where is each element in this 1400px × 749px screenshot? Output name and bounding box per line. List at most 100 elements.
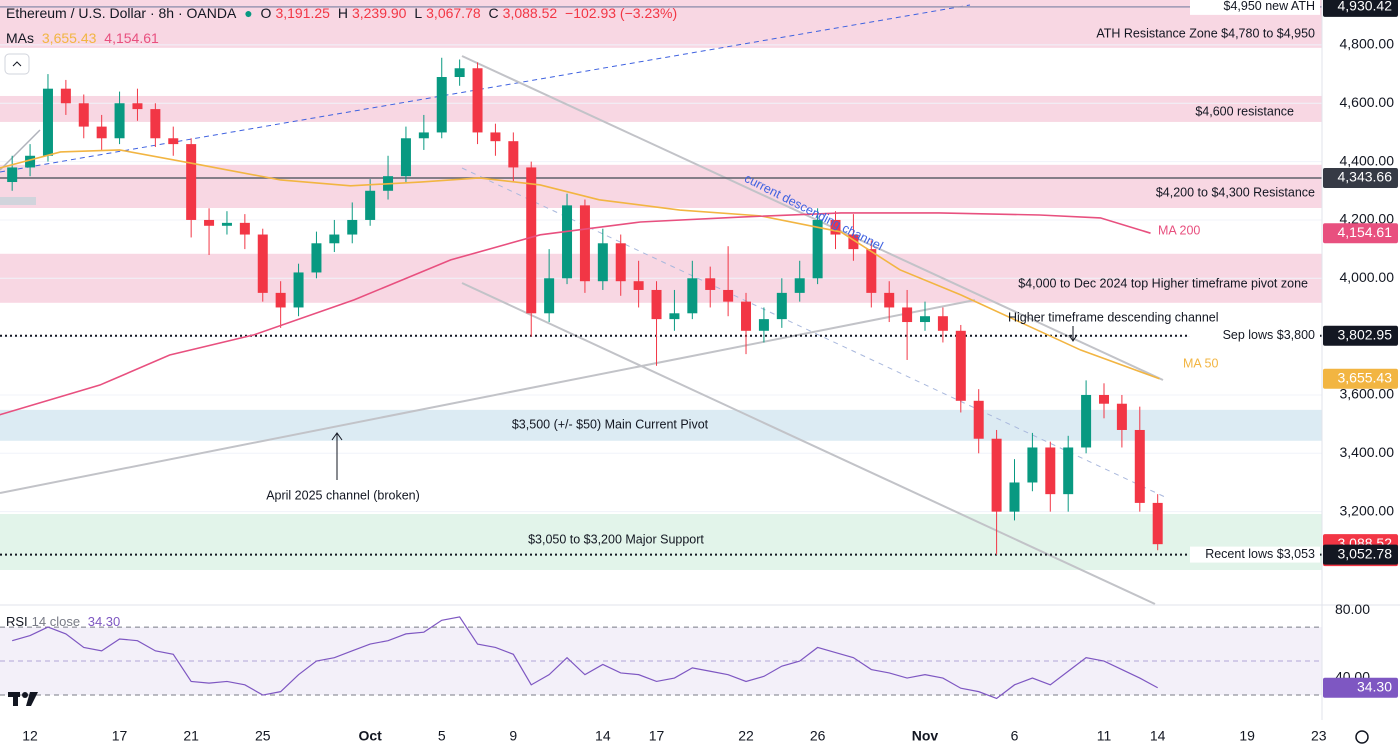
candle-body (168, 138, 179, 145)
candle-body (812, 219, 823, 279)
ohlc-key: H (337, 5, 348, 21)
candle-body (204, 219, 215, 226)
price-tag-label: 3,802.95 (1338, 326, 1393, 342)
price-tag-label: 4,930.42 (1338, 0, 1393, 14)
ma-value: 3,655.43 (41, 30, 97, 46)
candle-body (400, 138, 411, 177)
annotation: Higher timeframe descending channel (1008, 310, 1219, 324)
candle-body (347, 219, 358, 235)
logo (8, 692, 38, 706)
candle-body (365, 190, 376, 220)
zone-label: $4,200 to $4,300 Resistance (1156, 185, 1315, 199)
candle-body (669, 313, 680, 320)
price-tag (1323, 223, 1398, 244)
candle-body (902, 307, 913, 323)
candle-body (472, 68, 483, 133)
ma-line (0, 149, 1160, 380)
candle-body (1045, 447, 1056, 495)
candle-body (7, 167, 18, 183)
candle-body (1116, 403, 1127, 430)
price-tag (1323, 544, 1398, 565)
rsi-title: RSI (6, 614, 28, 629)
x-tick-label: Nov (912, 728, 939, 744)
y-tick-label: 3,600.00 (1340, 386, 1395, 402)
annotation: April 2025 channel (broken) (266, 488, 420, 502)
zone (0, 409, 1322, 441)
rsi-line (12, 616, 1158, 700)
candle-body (973, 400, 984, 439)
symbol: Ethereum / U.S. Dollar · 8h · OANDA (6, 5, 237, 21)
x-tick-label: 11 (1097, 728, 1112, 744)
candle-body (991, 438, 1002, 512)
candle-body (1027, 447, 1038, 483)
candle-body (454, 68, 465, 78)
y-tick-label: 4,200.00 (1340, 211, 1395, 227)
candle-body (418, 132, 429, 139)
candle-body (758, 319, 769, 331)
rsi-subtitle: 14 close (31, 614, 81, 629)
zone-label: $4,000 to Dec 2024 top Higher timeframe … (1018, 276, 1308, 290)
candle-body (257, 234, 268, 293)
candle-body (311, 243, 322, 273)
ma-name: MA 50 (1183, 356, 1218, 370)
price-tag (1323, 168, 1398, 189)
ma-value: 4,154.61 (104, 30, 159, 46)
zone-label: $4,600 resistance (1195, 104, 1294, 118)
ohlc-value: 3,239.90 (351, 5, 407, 21)
settings-icon[interactable] (1355, 730, 1369, 744)
candle-body (723, 289, 734, 302)
x-tick-label: 17 (649, 728, 665, 744)
candle-body (132, 103, 143, 110)
ohlc-value: 3,191.25 (275, 5, 330, 21)
ohlc-key: L (414, 5, 423, 21)
y-tick-label: 3,200.00 (1340, 502, 1395, 518)
channel-line (461, 282, 1156, 605)
price-tag-label: 4,154.61 (1338, 224, 1393, 240)
candle-body (1152, 502, 1163, 545)
x-tick-label: Oct (358, 728, 382, 744)
candle-body (526, 167, 537, 314)
price-tag (1323, 325, 1398, 346)
channel-line (0, 299, 976, 494)
candle-body (329, 234, 340, 244)
ma-legend: MAs 3,655.43 4,154.61 (6, 30, 163, 46)
x-tick-label: 17 (112, 728, 128, 744)
candle-body (562, 205, 573, 279)
candle-body (1134, 429, 1145, 503)
ohlc-key: O (260, 5, 272, 21)
candle-body (150, 109, 161, 139)
candle-body (25, 155, 36, 168)
candle-body (1009, 482, 1020, 512)
label-bg (1190, 327, 1320, 344)
candle-body (866, 249, 877, 293)
candle-body (60, 88, 71, 104)
zone-label: ATH Resistance Zone $4,780 to $4,950 (1096, 26, 1315, 40)
price-tag-label: 4,343.66 (1338, 169, 1393, 185)
price-tag-label: 34.30 (1357, 678, 1392, 694)
zone (0, 0, 1322, 48)
price-tag (1323, 677, 1398, 698)
zone (0, 513, 1322, 570)
zone (0, 164, 1322, 208)
candle-body (920, 316, 931, 323)
candle-body (579, 205, 590, 282)
x-tick-label: 14 (1150, 728, 1166, 744)
candle-body (544, 278, 555, 314)
level-label: Recent lows $3,053 (1205, 547, 1315, 561)
candle-body (884, 292, 895, 308)
ma-name: MA 200 (1158, 223, 1200, 237)
candle-body (508, 141, 519, 168)
ma-line (0, 212, 1151, 416)
candle-body (275, 292, 286, 308)
x-tick-label: 12 (22, 728, 38, 744)
ohlc-value: 3,067.78 (426, 5, 481, 21)
x-tick-label: 5 (438, 728, 446, 744)
candle-body (651, 289, 662, 320)
collapse-button[interactable] (4, 53, 30, 75)
price-tag-label: 3,052.78 (1338, 545, 1393, 561)
candle-body (293, 272, 304, 308)
candle-body (96, 126, 107, 139)
x-tick-label: 23 (1311, 728, 1327, 744)
price-tag (1323, 368, 1398, 389)
